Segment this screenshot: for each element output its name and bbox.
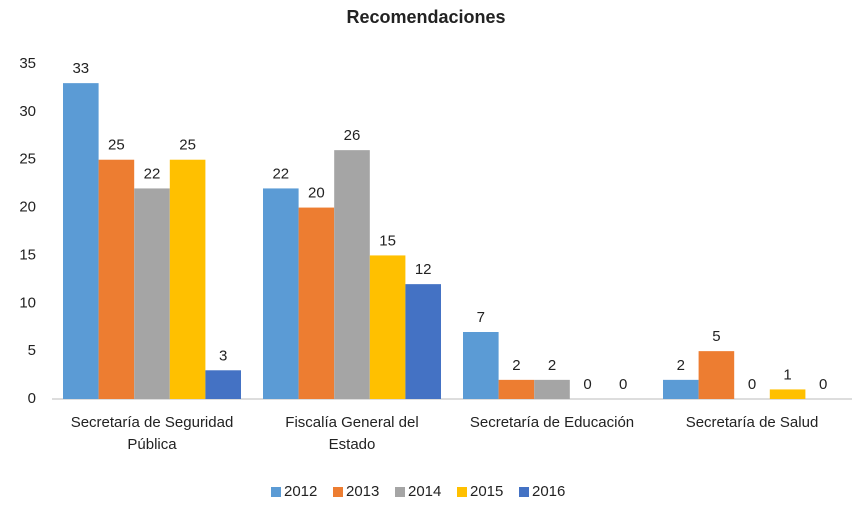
y-tick-label: 10 [19, 294, 36, 311]
data-label: 2 [548, 357, 556, 374]
data-label: 3 [219, 347, 227, 364]
y-tick-label: 15 [19, 246, 36, 263]
data-label: 0 [748, 376, 756, 393]
bar [334, 150, 370, 399]
bar [98, 159, 135, 399]
legend-label: 2015 [470, 483, 503, 500]
bar [369, 255, 406, 399]
bar [698, 351, 735, 399]
bar [498, 379, 535, 399]
y-tick-label: 5 [28, 342, 36, 359]
legend-label: 2016 [532, 483, 565, 500]
data-label: 2 [512, 357, 520, 374]
bar [534, 379, 570, 399]
bar [298, 207, 335, 399]
x-tick-label: Secretaría de Educación [469, 414, 635, 431]
legend-swatch [395, 487, 405, 497]
legend-swatch [457, 487, 467, 497]
legend-label: 2013 [346, 483, 379, 500]
bar [205, 370, 241, 399]
data-label: 20 [308, 185, 325, 202]
data-label: 7 [477, 309, 485, 326]
bar [663, 379, 699, 399]
bar [134, 188, 170, 399]
x-tick-label: Secretaría de Salud [685, 414, 819, 431]
bar [169, 159, 206, 399]
chart-title: Recomendaciones [346, 7, 505, 27]
data-label: 25 [179, 137, 196, 154]
data-label: 22 [272, 165, 289, 182]
data-label: 26 [344, 127, 361, 144]
bar [405, 284, 441, 399]
data-label: 22 [144, 165, 161, 182]
bar [263, 188, 299, 399]
data-label: 5 [712, 328, 720, 345]
data-label: 0 [819, 376, 827, 393]
x-tick-label: Secretaría de Seguridad Pública [70, 414, 234, 453]
data-label: 1 [783, 366, 791, 383]
y-tick-label: 20 [19, 199, 36, 216]
legend-swatch [519, 487, 529, 497]
data-label: 0 [619, 376, 627, 393]
legend-swatch [271, 487, 281, 497]
y-tick-label: 25 [19, 151, 36, 168]
legend-label: 2012 [284, 483, 317, 500]
data-label: 12 [415, 261, 432, 278]
bar [63, 83, 99, 400]
data-label: 15 [379, 232, 396, 249]
data-label: 2 [677, 357, 685, 374]
y-tick-label: 35 [19, 55, 36, 72]
bar [769, 389, 806, 399]
legend-label: 2014 [408, 483, 441, 500]
data-label: 33 [72, 60, 89, 77]
y-tick-label: 0 [28, 390, 36, 407]
bar [463, 332, 499, 399]
x-tick-label: Fiscalía General del Estado [285, 414, 419, 453]
y-tick-label: 30 [19, 103, 36, 120]
data-label: 25 [108, 137, 125, 154]
legend-swatch [333, 487, 343, 497]
data-label: 0 [583, 376, 591, 393]
